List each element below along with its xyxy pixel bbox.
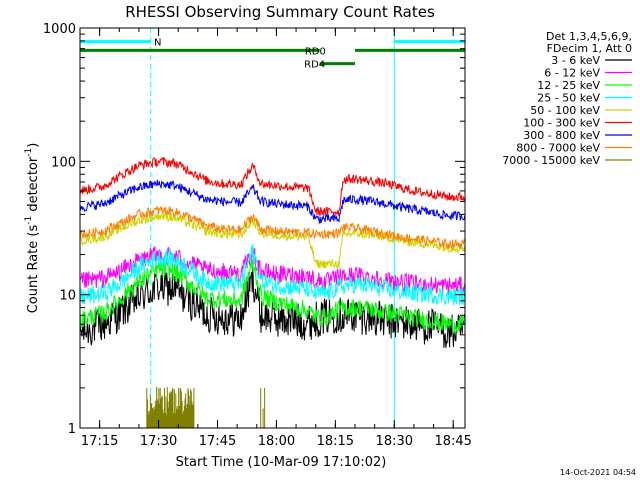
legend-label-4: 50 - 100 keV (530, 104, 600, 117)
x-tick-label-1: 17:30 (140, 434, 177, 449)
y-tick-label-1: 10 (59, 289, 76, 304)
flags-layer: N RD0 RD4 (80, 38, 465, 71)
legend-header-line-2: FDecim 1, Att 0 (547, 42, 632, 55)
x-tick-label-6: 18:45 (434, 434, 471, 449)
x-tick-label-4: 18:15 (317, 434, 354, 449)
legend-label-7: 800 - 7000 keV (516, 142, 600, 155)
legend-header-line-1: Det 1,3,4,5,6,9, (546, 30, 632, 43)
plot-area (79, 28, 466, 428)
y-axis-title: Count Rate (s-1 detector-1) (24, 143, 41, 314)
legend-label-2: 12 - 25 keV (537, 79, 600, 92)
legend-label-5: 100 - 300 keV (523, 117, 600, 130)
series-line-0 (79, 265, 466, 348)
legend-label-3: 25 - 50 keV (537, 92, 600, 105)
series-line-8 (146, 386, 266, 428)
axes (79, 27, 466, 429)
x-tick-label-2: 17:45 (199, 434, 236, 449)
timestamp: 14-Oct-2021 04:54 (560, 468, 636, 477)
x-axis-title: Start Time (10-Mar-09 17:10:02) (176, 455, 387, 470)
flag-label-0: N (154, 38, 161, 49)
legend-label-1: 6 - 12 keV (544, 67, 600, 80)
flag-label-2: RD4 (304, 60, 325, 71)
series-line-6 (79, 179, 466, 224)
series-line-7 (79, 206, 466, 251)
x-tick-label-3: 18:00 (258, 434, 295, 449)
legend-label-0: 3 - 6 keV (551, 54, 600, 67)
y-tick-label-0: 1 (68, 422, 76, 437)
x-tick-label-5: 18:30 (376, 434, 413, 449)
series-line-2 (79, 259, 466, 335)
legend-label-8: 7000 - 15000 keV (502, 154, 600, 167)
chart-title: RHESSI Observing Summary Count Rates (125, 3, 435, 21)
series-line-5 (79, 156, 466, 216)
series-line-3 (79, 244, 466, 306)
y-tick-label-2: 100 (51, 155, 76, 170)
series-line-1 (79, 246, 466, 295)
x-tick-label-0: 17:15 (81, 434, 118, 449)
legend: Det 1,3,4,5,6,9, FDecim 1, Att 0 3 - 6 k… (502, 30, 632, 167)
plot-frame (79, 27, 466, 429)
legend-label-6: 300 - 800 keV (523, 129, 600, 142)
y-tick-label-3: 1000 (43, 22, 76, 37)
ticks: 17:15 17:30 17:45 18:00 18:15 18:30 18:45 1 10 10… (43, 22, 472, 449)
flag-label-1: RD0 (305, 46, 326, 57)
